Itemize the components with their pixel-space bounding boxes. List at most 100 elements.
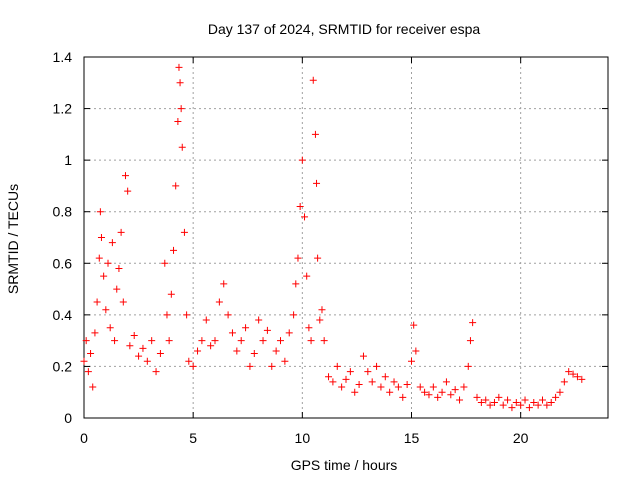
data-point xyxy=(156,350,164,358)
data-point xyxy=(215,298,223,306)
data-point xyxy=(91,329,99,337)
x-tick-label: 5 xyxy=(189,430,197,446)
data-point xyxy=(473,393,481,401)
data-point xyxy=(93,298,101,306)
data-point xyxy=(305,324,313,332)
data-point xyxy=(130,331,138,339)
data-point xyxy=(346,368,354,376)
data-point xyxy=(163,311,171,319)
data-point xyxy=(298,156,306,164)
data-point xyxy=(296,203,304,211)
plot-border xyxy=(83,56,609,419)
data-point xyxy=(268,362,276,370)
data-point xyxy=(180,228,188,236)
data-point xyxy=(410,321,418,329)
data-point xyxy=(403,380,411,388)
data-point xyxy=(394,383,402,391)
data-point xyxy=(143,357,151,365)
data-point xyxy=(399,393,407,401)
data-point xyxy=(121,172,129,180)
data-point xyxy=(176,79,184,87)
data-point xyxy=(242,324,250,332)
data-point xyxy=(119,298,127,306)
data-point xyxy=(272,347,280,355)
y-tick-label: 1.2 xyxy=(53,101,73,117)
chart-title: Day 137 of 2024, SRMTID for receiver esp… xyxy=(208,21,481,37)
data-point xyxy=(178,143,186,151)
data-point xyxy=(482,396,490,404)
data-point xyxy=(377,383,385,391)
data-point xyxy=(434,393,442,401)
data-point xyxy=(386,388,394,396)
data-point xyxy=(294,254,302,262)
data-point xyxy=(316,316,324,324)
data-point xyxy=(451,386,459,394)
data-point xyxy=(307,337,315,345)
data-point xyxy=(246,362,254,370)
data-point xyxy=(429,383,437,391)
data-point xyxy=(106,324,114,332)
data-point xyxy=(165,337,173,345)
data-point xyxy=(573,373,581,381)
data-point xyxy=(108,239,116,247)
data-point xyxy=(224,311,232,319)
y-tick-label: 0.4 xyxy=(53,307,73,323)
data-point xyxy=(318,306,326,314)
data-point xyxy=(469,319,477,327)
data-point xyxy=(233,347,241,355)
x-tick-label: 0 xyxy=(80,430,88,446)
y-axis-label: SRMTID / TECUs xyxy=(5,184,21,294)
data-point xyxy=(175,63,183,71)
data-point xyxy=(189,362,197,370)
y-tick-label: 0.8 xyxy=(53,204,73,220)
data-point xyxy=(97,234,105,241)
data-point xyxy=(220,280,228,288)
data-point xyxy=(292,280,300,288)
data-point xyxy=(512,399,520,407)
data-point xyxy=(342,375,350,383)
y-tick-label: 0.2 xyxy=(53,358,73,374)
data-point xyxy=(96,208,104,216)
data-point xyxy=(309,76,317,84)
data-point xyxy=(148,337,156,345)
data-point xyxy=(89,383,97,391)
x-tick-label: 20 xyxy=(513,430,529,446)
data-point xyxy=(456,396,464,404)
data-point xyxy=(442,378,450,386)
data-point xyxy=(82,337,90,345)
data-point xyxy=(313,179,321,187)
data-point xyxy=(237,337,245,345)
data-point xyxy=(556,388,564,396)
data-point xyxy=(373,362,381,370)
data-point xyxy=(113,285,121,293)
data-point xyxy=(100,272,108,280)
data-point xyxy=(161,259,169,267)
data-point xyxy=(543,401,551,409)
data-point xyxy=(198,337,206,345)
data-point xyxy=(314,254,322,262)
data-point xyxy=(102,306,110,314)
y-axis: 0 0.2 0.4 0.6 0.8 1 1.2 1.4 xyxy=(53,49,608,426)
grid xyxy=(84,57,608,418)
data-point xyxy=(381,373,389,381)
data-point xyxy=(135,352,143,360)
data-point xyxy=(329,378,337,386)
data-point xyxy=(311,130,319,138)
data-point xyxy=(301,213,309,221)
data-point xyxy=(408,357,415,365)
data-point xyxy=(486,401,494,409)
data-point xyxy=(569,370,577,378)
data-point xyxy=(477,399,485,407)
y-tick-label: 0.6 xyxy=(53,255,73,271)
y-tick-label: 1.4 xyxy=(53,49,73,65)
data-point xyxy=(425,391,433,399)
data-point xyxy=(259,337,267,345)
data-point xyxy=(194,347,202,355)
data-point xyxy=(412,347,420,355)
data-point xyxy=(185,357,193,365)
data-point xyxy=(359,352,367,360)
x-axis-label: GPS time / hours xyxy=(291,457,398,473)
data-point xyxy=(117,228,125,236)
data-point xyxy=(87,350,95,358)
